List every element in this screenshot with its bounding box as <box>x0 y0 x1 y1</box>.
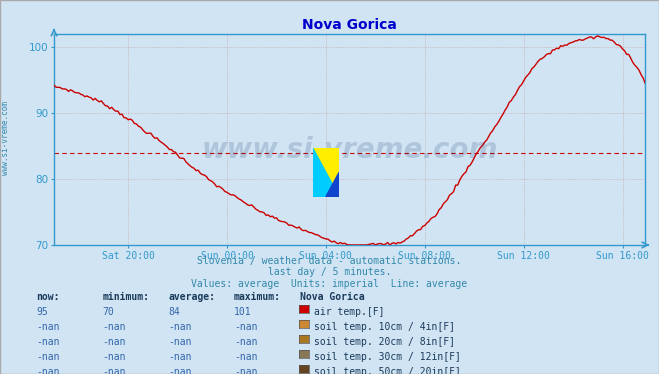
Text: now:: now: <box>36 292 60 302</box>
Text: minimum:: minimum: <box>102 292 149 302</box>
Text: soil temp. 20cm / 8in[F]: soil temp. 20cm / 8in[F] <box>314 337 455 347</box>
Text: -nan: -nan <box>234 337 258 347</box>
Text: Values: average  Units: imperial  Line: average: Values: average Units: imperial Line: av… <box>191 279 468 289</box>
Text: Slovenia / weather data - automatic stations.: Slovenia / weather data - automatic stat… <box>197 256 462 266</box>
Text: last day / 5 minutes.: last day / 5 minutes. <box>268 267 391 278</box>
Polygon shape <box>326 172 339 197</box>
Text: -nan: -nan <box>102 367 126 374</box>
Text: -nan: -nan <box>234 352 258 362</box>
Text: -nan: -nan <box>234 322 258 332</box>
Text: -nan: -nan <box>234 367 258 374</box>
Text: -nan: -nan <box>102 352 126 362</box>
Text: www.si-vreme.com: www.si-vreme.com <box>1 101 10 175</box>
Text: -nan: -nan <box>36 322 60 332</box>
Text: -nan: -nan <box>168 352 192 362</box>
Text: 101: 101 <box>234 307 252 317</box>
Text: 95: 95 <box>36 307 48 317</box>
Text: -nan: -nan <box>168 322 192 332</box>
Text: -nan: -nan <box>168 367 192 374</box>
Text: soil temp. 10cm / 4in[F]: soil temp. 10cm / 4in[F] <box>314 322 455 332</box>
Text: maximum:: maximum: <box>234 292 281 302</box>
Text: Nova Gorica: Nova Gorica <box>300 292 364 302</box>
Text: average:: average: <box>168 292 215 302</box>
Text: -nan: -nan <box>36 337 60 347</box>
Text: 84: 84 <box>168 307 180 317</box>
Polygon shape <box>313 148 339 197</box>
Title: Nova Gorica: Nova Gorica <box>302 18 397 33</box>
Text: www.si-vreme.com: www.si-vreme.com <box>202 136 498 164</box>
Text: -nan: -nan <box>168 337 192 347</box>
Text: air temp.[F]: air temp.[F] <box>314 307 385 317</box>
Polygon shape <box>313 148 339 197</box>
Text: soil temp. 50cm / 20in[F]: soil temp. 50cm / 20in[F] <box>314 367 461 374</box>
Text: -nan: -nan <box>36 352 60 362</box>
Text: 70: 70 <box>102 307 114 317</box>
Text: -nan: -nan <box>102 322 126 332</box>
Text: -nan: -nan <box>102 337 126 347</box>
Text: soil temp. 30cm / 12in[F]: soil temp. 30cm / 12in[F] <box>314 352 461 362</box>
Text: -nan: -nan <box>36 367 60 374</box>
